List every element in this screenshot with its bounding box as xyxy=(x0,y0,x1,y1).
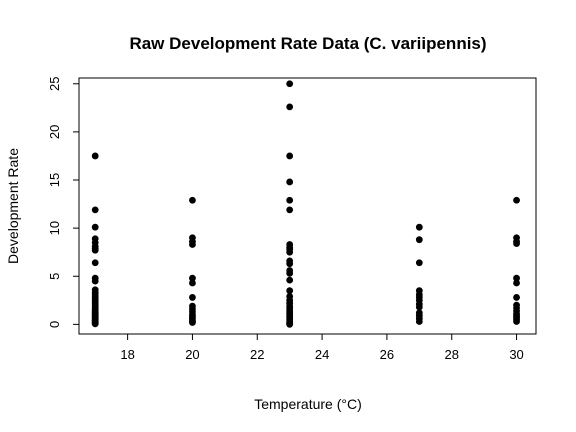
data-point xyxy=(513,196,520,204)
data-point xyxy=(91,206,99,214)
data-point xyxy=(189,294,196,301)
data-point xyxy=(415,318,423,325)
y-axis-label: Development Rate xyxy=(5,148,21,264)
plot-frame xyxy=(78,77,537,335)
x-axis-label: Temperature (°C) xyxy=(254,396,362,412)
data-point xyxy=(91,259,99,267)
data-point xyxy=(415,236,423,244)
data-point xyxy=(286,287,294,295)
chart-title: Raw Development Rate Data (C. variipenni… xyxy=(129,34,486,53)
data-point xyxy=(513,274,520,282)
data-point xyxy=(286,269,294,277)
data-point xyxy=(91,277,99,285)
data-point xyxy=(286,103,294,111)
y-tick-label: 15 xyxy=(47,173,62,187)
data-point xyxy=(513,294,520,301)
data-point xyxy=(286,260,294,268)
y-tick-label: 0 xyxy=(47,321,62,328)
data-points xyxy=(91,80,520,328)
x-tick-label: 22 xyxy=(250,347,264,362)
data-point xyxy=(91,223,99,231)
data-point xyxy=(286,206,294,214)
data-point xyxy=(286,80,294,88)
x-tick-label: 28 xyxy=(444,347,458,362)
x-axis: 18 20 22 24 26 28 30 xyxy=(120,333,524,362)
data-point xyxy=(286,276,294,284)
data-point xyxy=(189,241,196,248)
data-point xyxy=(189,279,196,287)
data-point xyxy=(189,274,196,282)
data-point xyxy=(91,320,99,328)
data-point xyxy=(189,319,196,326)
data-point xyxy=(286,320,294,328)
x-tick-label: 24 xyxy=(315,347,329,362)
x-tick-label: 18 xyxy=(120,347,134,362)
data-point xyxy=(513,240,520,247)
data-point xyxy=(513,279,520,287)
data-point xyxy=(513,318,520,325)
data-point xyxy=(91,152,99,160)
data-point xyxy=(286,196,294,204)
x-tick-label: 30 xyxy=(509,347,523,362)
data-point xyxy=(286,152,294,160)
data-point xyxy=(415,259,423,267)
x-tick-label: 20 xyxy=(185,347,199,362)
y-axis: 0 5 10 15 20 25 xyxy=(47,77,80,328)
data-point xyxy=(189,196,196,204)
x-tick-label: 26 xyxy=(380,347,394,362)
y-tick-label: 10 xyxy=(47,221,62,235)
y-tick-label: 20 xyxy=(47,125,62,139)
data-point xyxy=(415,223,423,231)
data-point xyxy=(286,178,294,186)
y-tick-label: 25 xyxy=(47,77,62,91)
data-point xyxy=(286,248,294,256)
y-tick-label: 5 xyxy=(47,273,62,280)
data-point xyxy=(91,246,99,254)
data-point xyxy=(415,303,423,311)
